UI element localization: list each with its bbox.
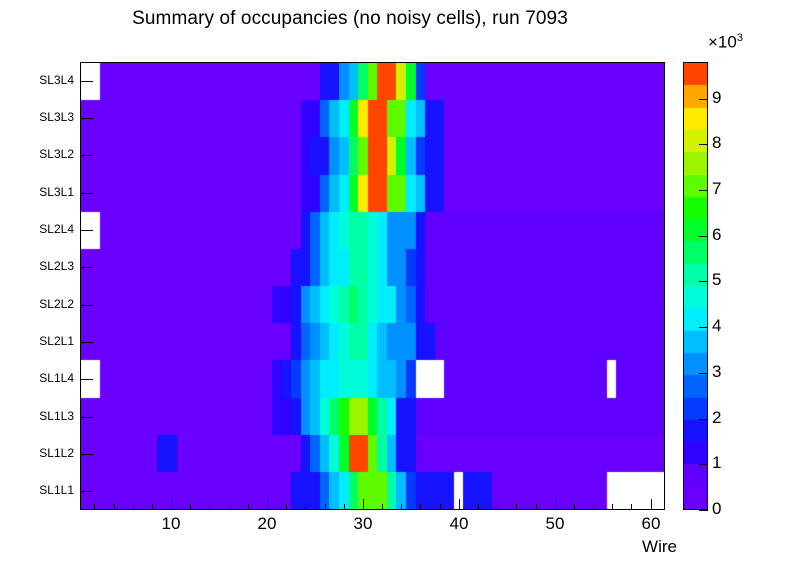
y-tick-label-sl3l2: SL3L2 [39, 147, 74, 161]
color-palette [683, 62, 708, 510]
palette-tick-label: 3 [712, 362, 722, 381]
x-tick-minor [593, 504, 594, 510]
palette-exponent-power: 3 [736, 32, 743, 44]
y-tick-label-sl2l2: SL2L2 [39, 297, 74, 311]
x-tick-minor [478, 504, 479, 510]
x-tick-minor [612, 504, 613, 510]
palette-tick [699, 510, 708, 511]
x-tick-label: 40 [449, 514, 469, 533]
x-tick-minor [114, 504, 115, 510]
x-tick-minor [497, 504, 498, 510]
y-tick [80, 305, 93, 306]
y-tick [80, 230, 93, 231]
palette-tick-label: 7 [712, 179, 722, 198]
palette-exponent-label: ×103 [708, 32, 743, 53]
palette-tick [699, 281, 708, 282]
x-tick-minor [305, 504, 306, 510]
x-tick-minor [574, 504, 575, 510]
x-tick-major [363, 499, 364, 510]
x-tick-minor [420, 504, 421, 510]
x-tick-major [651, 499, 652, 510]
palette-tick-label: 5 [712, 270, 722, 289]
chart-title: Summary of occupancies (no noisy cells),… [132, 8, 568, 29]
y-tick [80, 193, 93, 194]
palette-tick-label: 1 [712, 453, 722, 472]
palette-exponent-base: ×10 [708, 32, 737, 52]
y-tick-label-sl1l4: SL1L4 [39, 371, 74, 385]
palette-tick-label: 2 [712, 408, 722, 427]
y-tick [80, 379, 93, 380]
x-tick-label: 10 [161, 514, 181, 533]
palette-tick-label: 6 [712, 225, 722, 244]
y-tick [80, 81, 93, 82]
x-tick-major [459, 499, 460, 510]
palette-tick [699, 99, 708, 100]
palette-tick-label: 0 [712, 499, 722, 518]
palette-tick [699, 464, 708, 465]
color-palette-gradient [684, 63, 707, 509]
palette-tick [699, 327, 708, 328]
x-tick-minor [631, 504, 632, 510]
x-tick-minor [401, 504, 402, 510]
palette-tick-label: 9 [712, 88, 722, 107]
x-tick-minor [209, 504, 210, 510]
x-tick-label: 20 [257, 514, 277, 533]
y-tick-label-sl1l1: SL1L1 [39, 483, 74, 497]
y-tick [80, 454, 93, 455]
palette-tick [699, 190, 708, 191]
x-tick-minor [229, 504, 230, 510]
y-tick [80, 155, 93, 156]
x-tick-minor [286, 504, 287, 510]
heatmap-image [81, 63, 664, 509]
x-tick-minor [152, 504, 153, 510]
x-tick-minor [94, 504, 95, 510]
palette-tick-label: 8 [712, 133, 722, 152]
x-tick-label: 60 [641, 514, 661, 533]
y-tick-label-sl1l2: SL1L2 [39, 446, 74, 460]
y-tick-label-sl3l4: SL3L4 [39, 73, 74, 87]
x-tick-label: 50 [545, 514, 565, 533]
y-tick-label-sl3l1: SL3L1 [39, 185, 74, 199]
y-tick [80, 267, 93, 268]
x-tick-major [171, 499, 172, 510]
x-tick-minor [382, 504, 383, 510]
x-tick-minor [516, 504, 517, 510]
x-tick-minor [248, 504, 249, 510]
y-tick-label-sl2l4: SL2L4 [39, 222, 74, 236]
x-tick-minor [190, 504, 191, 510]
y-tick [80, 342, 93, 343]
x-tick-minor [536, 504, 537, 510]
y-tick-label-sl3l3: SL3L3 [39, 110, 74, 124]
x-tick-minor [440, 504, 441, 510]
palette-tick-label: 4 [712, 316, 722, 335]
x-tick-major [267, 499, 268, 510]
x-axis-title: Wire [642, 537, 677, 556]
heatmap-plot-area [80, 62, 665, 510]
y-tick [80, 118, 93, 119]
x-tick-minor [325, 504, 326, 510]
y-tick [80, 491, 93, 492]
y-tick [80, 417, 93, 418]
x-tick-minor [133, 504, 134, 510]
y-tick-label-sl2l1: SL2L1 [39, 334, 74, 348]
x-tick-minor [344, 504, 345, 510]
palette-tick [699, 419, 708, 420]
x-tick-major [555, 499, 556, 510]
palette-tick [699, 236, 708, 237]
palette-tick [699, 373, 708, 374]
y-tick-label-sl2l3: SL2L3 [39, 259, 74, 273]
y-tick-label-sl1l3: SL1L3 [39, 409, 74, 423]
x-tick-label: 30 [353, 514, 373, 533]
palette-tick [699, 144, 708, 145]
